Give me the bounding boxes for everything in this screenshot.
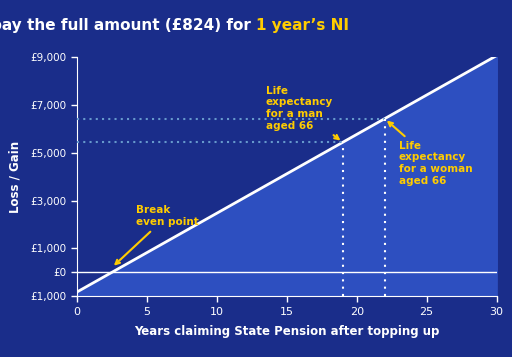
Text: Break
even point: Break even point — [116, 205, 198, 264]
Y-axis label: Loss / Gain: Loss / Gain — [9, 141, 22, 213]
Text: If you pay the full amount (£824) for: If you pay the full amount (£824) for — [0, 18, 256, 34]
Text: 1 year’s NI: 1 year’s NI — [256, 18, 349, 34]
Text: Life
expectancy
for a woman
aged 66: Life expectancy for a woman aged 66 — [389, 122, 472, 186]
Text: Life
expectancy
for a man
aged 66: Life expectancy for a man aged 66 — [266, 86, 338, 139]
X-axis label: Years claiming State Pension after topping up: Years claiming State Pension after toppi… — [134, 325, 439, 338]
